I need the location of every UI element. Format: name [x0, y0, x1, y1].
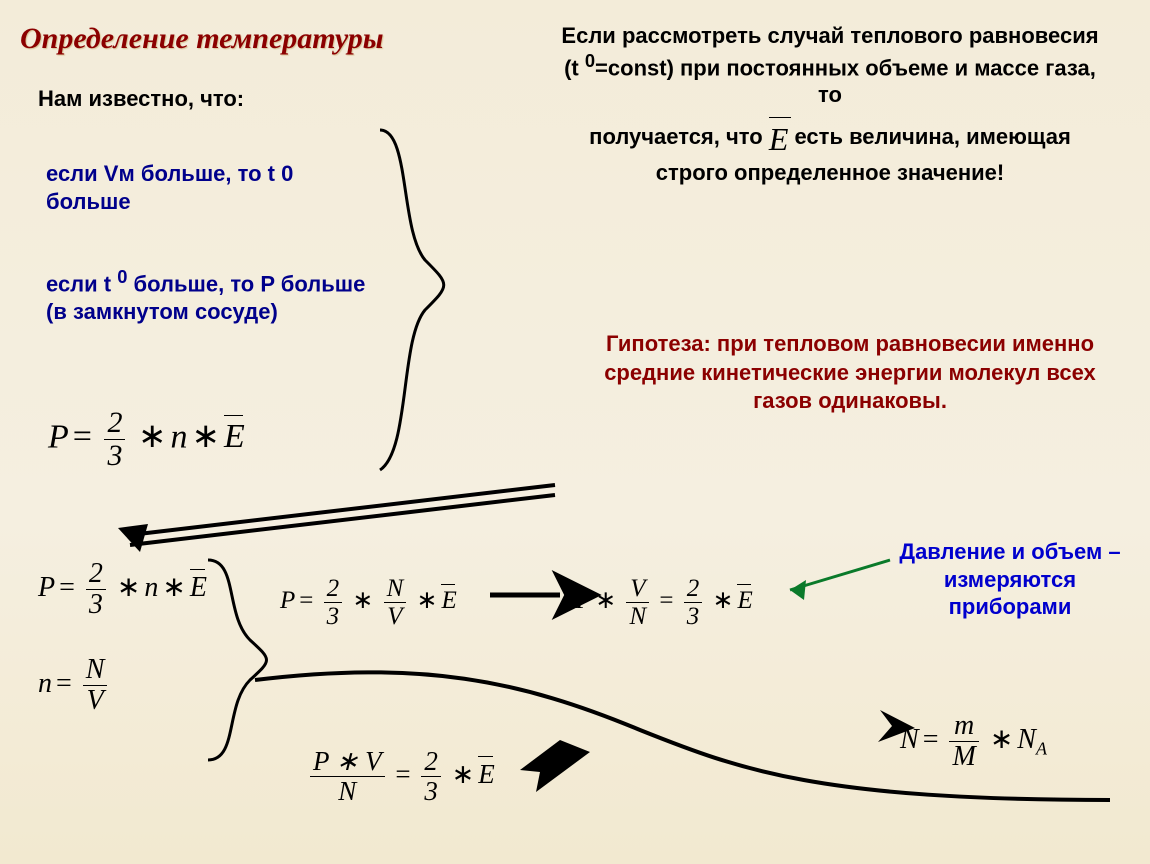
brace-left: [380, 130, 444, 470]
mean-energy-symbol: E: [769, 119, 789, 159]
formula-N-def: N= mM ∗NA: [900, 712, 1047, 771]
right-paragraph-2: получается, что E есть величина, имеющая…: [560, 119, 1100, 187]
brace-pair: [208, 560, 267, 760]
formula-p3: P= 23 ∗ NV ∗E: [280, 576, 457, 629]
right-paragraph: Если рассмотреть случай теплового равнов…: [560, 22, 1100, 186]
bullet-2: если t 0 больше, то P больше(в замкнутом…: [46, 266, 366, 325]
formula-p2: P= 23 ∗n∗E: [38, 560, 207, 619]
slide-title: Определение температуры: [20, 22, 384, 56]
bullet-1: если Vм больше, то t 0 больше: [46, 160, 366, 215]
formula-main: P= 23 ∗n∗E: [48, 408, 245, 471]
formula-pvn: P ∗ VN = 23 ∗E: [310, 748, 495, 805]
formula-p4: P∗ VN = 23 ∗E: [576, 576, 753, 629]
formula-n-def: n= NV: [38, 656, 107, 715]
hypothesis-text: Гипотеза: при тепловом равновесии именно…: [600, 330, 1100, 416]
right-p2-prefix: получается, что: [589, 124, 769, 149]
right-paragraph-1: Если рассмотреть случай теплового равнов…: [560, 22, 1100, 109]
known-label: Нам известно, что:: [38, 86, 244, 112]
measure-note: Давление и объем – измеряются приборами: [890, 538, 1130, 621]
